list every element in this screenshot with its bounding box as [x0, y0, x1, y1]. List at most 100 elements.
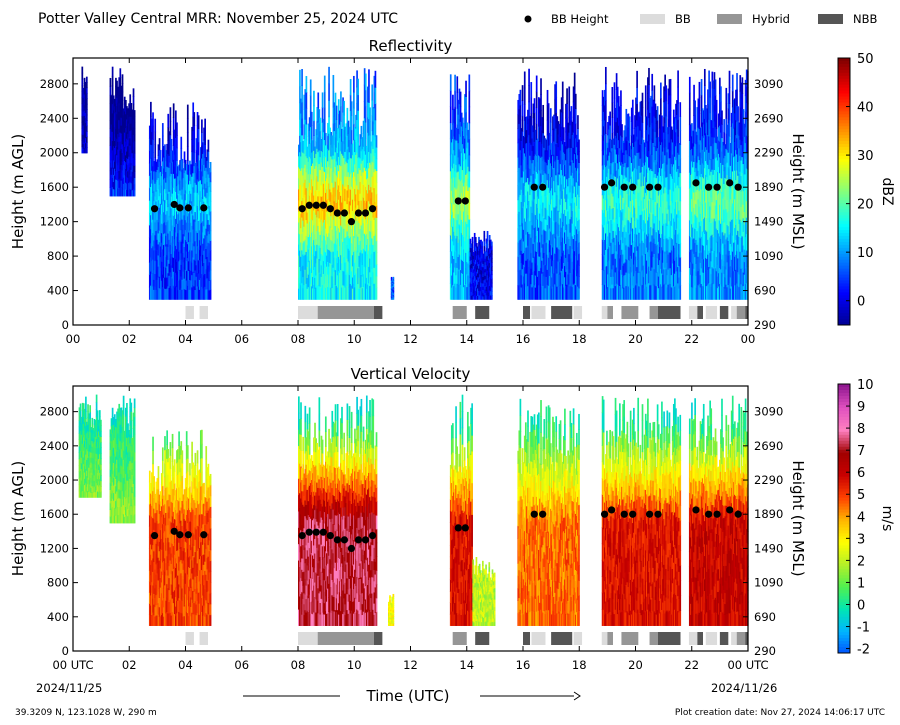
field-cell: [450, 106, 452, 123]
field-cell: [340, 106, 342, 121]
field-cell: [699, 97, 701, 113]
field-cell: [670, 110, 672, 126]
field-cell: [645, 101, 647, 117]
field-cell: [677, 87, 679, 104]
field-cell: [119, 77, 121, 87]
field-cell: [679, 173, 681, 188]
field-cell: [534, 98, 536, 113]
field-cell: [324, 92, 326, 109]
field-cell: [689, 93, 691, 109]
field-cell: [679, 102, 681, 117]
field-cell: [86, 136, 88, 142]
field-cell: [134, 153, 136, 160]
field-cell: [677, 119, 679, 136]
field-cell: [562, 97, 564, 113]
field-cell: [376, 135, 378, 147]
field-cell: [376, 170, 378, 182]
field-cell: [160, 150, 162, 161]
field-cell: [134, 141, 136, 148]
field-cell: [176, 135, 178, 148]
field-cell: [575, 108, 577, 123]
field-cell: [670, 95, 672, 111]
field-cell: [704, 69, 706, 86]
field-cell: [357, 126, 359, 142]
field-cell: [709, 82, 711, 98]
field-cell: [677, 103, 679, 120]
field-cell: [371, 84, 373, 100]
field-cell: [170, 107, 172, 121]
field-cell: [204, 144, 206, 157]
field-cell: [301, 102, 303, 119]
field-cell: [491, 295, 493, 300]
field-cell: [483, 241, 485, 246]
field-cell: [454, 107, 456, 124]
field-cell: [324, 76, 326, 93]
field-cell: [578, 231, 580, 243]
field-cell: [689, 77, 691, 93]
field-cell: [562, 82, 564, 98]
field-cell: [210, 162, 212, 172]
field-cell: [605, 84, 607, 101]
field-cell: [679, 271, 681, 286]
field-cell: [642, 107, 644, 122]
field-cell: [542, 119, 544, 133]
field-cell: [472, 241, 474, 246]
field-cell: [86, 147, 88, 153]
field-cell: [547, 90, 549, 106]
field-cell: [491, 291, 493, 296]
field-cell: [159, 138, 161, 150]
field-cell: [578, 174, 580, 186]
field-cell: [134, 147, 136, 154]
field-cell: [468, 171, 470, 188]
field-cell: [611, 117, 613, 133]
field-cell: [614, 82, 616, 98]
field-cell: [353, 76, 355, 93]
field-cell: [313, 121, 315, 136]
field-cell: [679, 144, 681, 159]
field-cell: [152, 139, 154, 153]
field-cell: [578, 288, 580, 300]
field-cell: [677, 70, 679, 87]
field-cell: [310, 95, 312, 111]
field-cell: [150, 102, 152, 117]
field-cell: [86, 88, 88, 94]
field-cell: [119, 68, 121, 78]
field-cell: [357, 110, 359, 126]
field-cell: [340, 91, 342, 106]
field-cell: [86, 82, 88, 88]
field-cell: [187, 105, 189, 120]
field-cell: [176, 148, 178, 161]
field-cell: [133, 88, 135, 96]
field-cell: [210, 289, 212, 299]
field-cell: [187, 146, 189, 161]
field-cell: [112, 85, 114, 95]
field-cell: [562, 113, 564, 129]
field-cell: [465, 81, 467, 97]
field-cell: [170, 121, 172, 135]
field-cell: [483, 246, 485, 251]
field-cell: [679, 187, 681, 202]
field-cell: [468, 219, 470, 236]
field-cell: [154, 132, 156, 145]
field-cell: [134, 128, 136, 135]
field-cell: [642, 122, 644, 137]
field-cell: [491, 250, 493, 255]
field-cell: [376, 194, 378, 206]
field-cell: [204, 119, 206, 132]
field-cell: [468, 155, 470, 172]
field-cell: [632, 114, 634, 129]
field-cell: [654, 85, 656, 101]
field-cell: [709, 97, 711, 113]
legend: BB Height BB Hybrid NBB: [525, 12, 878, 26]
panel-title: Reflectivity: [369, 37, 453, 55]
field-cell: [375, 103, 377, 120]
field-cell: [154, 119, 156, 132]
field-cell: [472, 246, 474, 251]
field-cell: [648, 68, 650, 85]
field-cell: [491, 254, 493, 259]
field-cell: [81, 79, 83, 86]
field-cell: [154, 144, 156, 157]
field-cell: [540, 78, 542, 94]
field-cell: [550, 122, 552, 136]
field-cell: [210, 280, 212, 290]
